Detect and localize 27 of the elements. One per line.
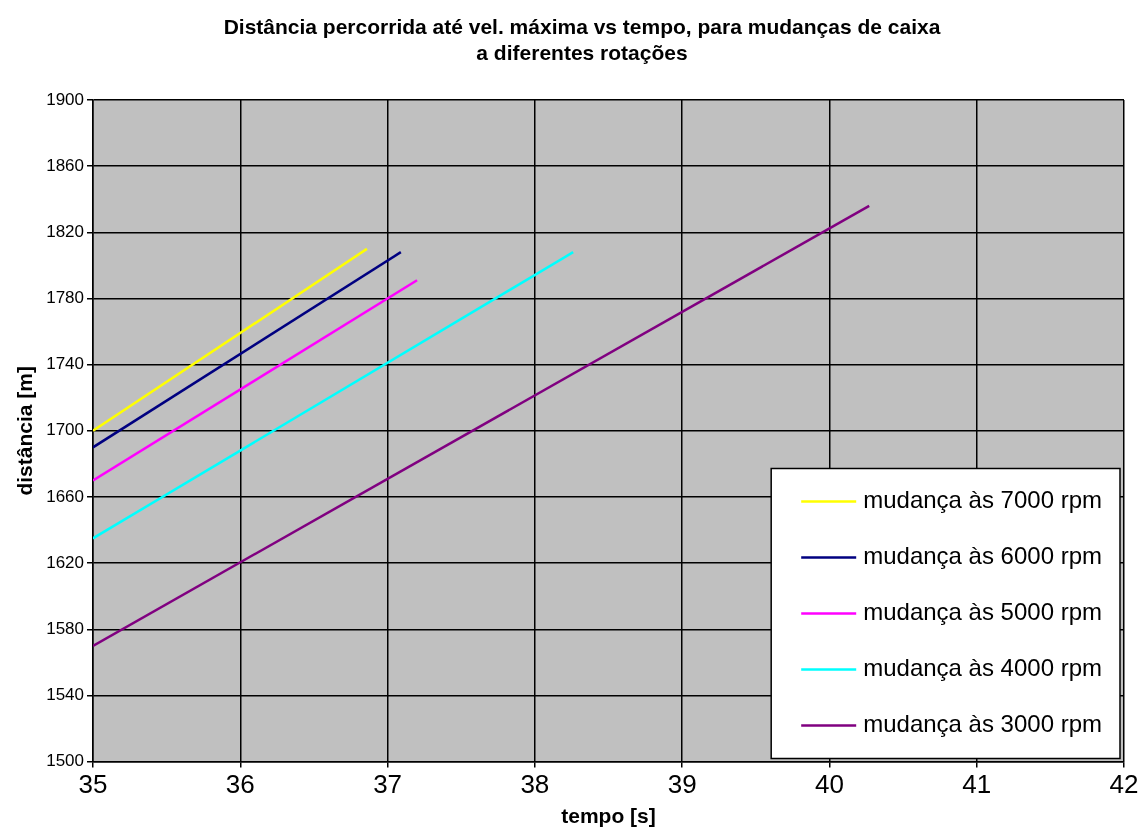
y-tick-label: 1580 <box>46 618 85 638</box>
y-tick-label: 1700 <box>46 420 85 440</box>
y-tick-label: 1660 <box>46 486 85 506</box>
y-tick-label: 1900 <box>46 89 85 109</box>
y-axis-title: distância [m] <box>13 366 37 496</box>
y-tick-label: 1500 <box>46 751 85 771</box>
x-axis-title: tempo [s] <box>561 804 656 828</box>
x-tick-label: 35 <box>78 769 108 800</box>
x-tick-label: 39 <box>667 769 697 800</box>
x-tick-label: 38 <box>520 769 550 800</box>
x-tick-label: 37 <box>373 769 403 800</box>
y-tick-label: 1540 <box>46 685 85 705</box>
y-tick-label: 1860 <box>46 155 85 175</box>
x-tick-label: 42 <box>1109 769 1139 800</box>
y-tick-label: 1820 <box>46 222 85 242</box>
y-tick-label: 1620 <box>46 552 85 572</box>
legend-label: mudança às 3000 rpm <box>863 710 1103 738</box>
legend-label: mudança às 6000 rpm <box>863 542 1103 570</box>
legend-label: mudança às 5000 rpm <box>863 598 1103 626</box>
y-tick-label: 1740 <box>46 354 85 374</box>
legend-label: mudança às 4000 rpm <box>863 654 1103 682</box>
chart-title: Distância percorrida até vel. máxima vs tempo, para mudanças de caixa a diferentes rotações <box>222 14 942 66</box>
y-tick-label: 1780 <box>46 288 85 308</box>
x-tick-label: 36 <box>225 769 255 800</box>
x-tick-label: 40 <box>814 769 844 800</box>
x-tick-label: 41 <box>962 769 992 800</box>
legend-label: mudança às 7000 rpm <box>863 486 1103 514</box>
